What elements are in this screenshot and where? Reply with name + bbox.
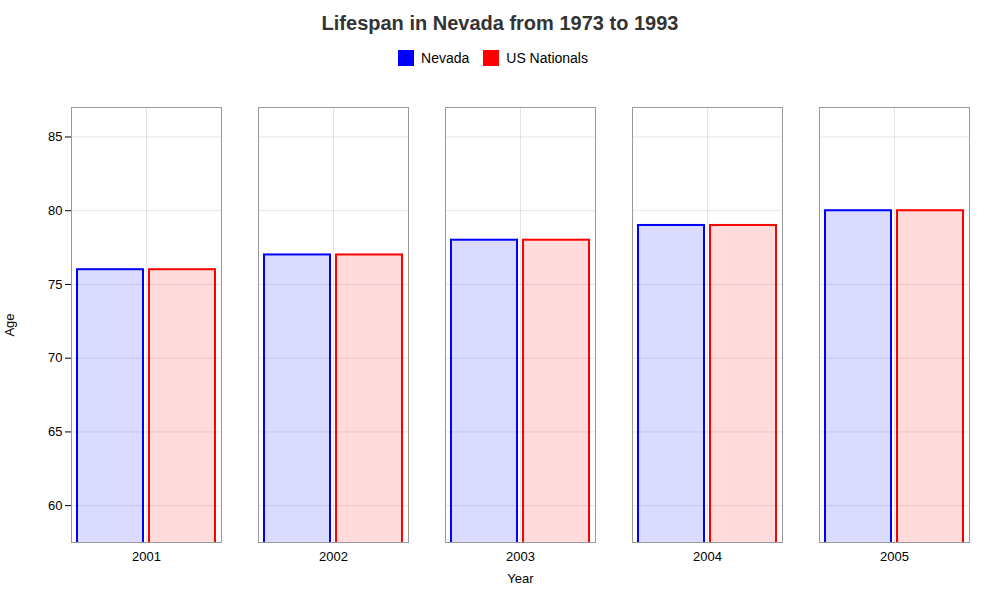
svg-text:65: 65 [48, 424, 62, 439]
svg-text:2004: 2004 [693, 549, 722, 564]
html-text:Lifespan in Nevada from 1973 t: Lifespan in Nevada from 1973 to 1993 [321, 12, 679, 34]
svg-text:85: 85 [48, 129, 62, 144]
svg-text:60: 60 [48, 498, 62, 513]
svg-text:2003: 2003 [506, 549, 535, 564]
html-text:US Nationals: US Nationals [506, 49, 588, 66]
svg-text:Age: Age [2, 313, 17, 336]
svg-text:70: 70 [48, 350, 62, 365]
svg-text:2002: 2002 [319, 549, 348, 564]
svg-text:80: 80 [48, 203, 62, 218]
svg-text:2001: 2001 [132, 549, 161, 564]
svg-text:75: 75 [48, 277, 62, 292]
svg-text:Year: Year [507, 571, 534, 586]
svg-text:2005: 2005 [880, 549, 909, 564]
html-text:Nevada: Nevada [421, 49, 470, 66]
